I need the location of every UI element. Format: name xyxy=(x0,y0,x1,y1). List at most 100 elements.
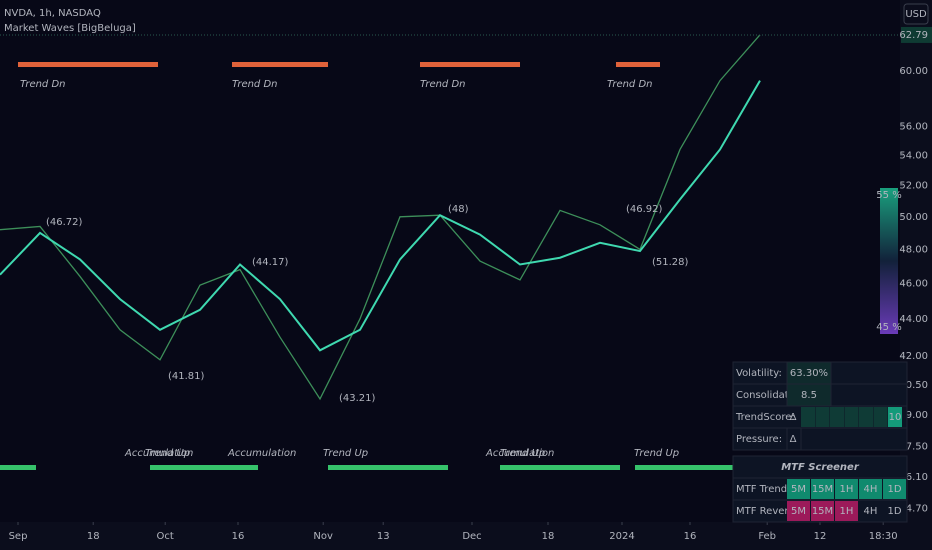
panel: Volatility: 63.30% Consolidation:8.5 TrendS… xyxy=(732,361,908,523)
annotation: (48) xyxy=(448,204,469,215)
panel-value: Δ xyxy=(790,434,797,445)
panel-label: TrendScore: xyxy=(735,412,795,423)
annotation: Trend Dn xyxy=(420,79,466,90)
score-cell xyxy=(844,407,859,427)
screener-cell-label: 1D xyxy=(887,506,901,517)
trend-up-bar xyxy=(500,465,620,470)
screener-cell-label: 5M xyxy=(791,506,806,517)
panel-label: Volatility: xyxy=(736,368,782,379)
screener-cell xyxy=(883,501,906,521)
trend-up-bar xyxy=(150,465,258,470)
trend-dn-bar xyxy=(616,62,660,67)
gauge xyxy=(880,188,898,334)
score-cell xyxy=(873,407,888,427)
trend-dn-bar xyxy=(18,62,158,67)
screener-cell-label: 15M xyxy=(812,506,833,517)
y-tick-label: 52.00 xyxy=(899,180,928,191)
y-tick-label: 56.00 xyxy=(899,121,928,132)
screener-cell-label: 5M xyxy=(791,484,806,495)
screener-label: MTF Reversal: xyxy=(736,506,806,517)
series-line xyxy=(0,80,761,352)
symbol: NVDA, 1h, NASDAQ xyxy=(4,8,101,19)
screener-cell-label: 1H xyxy=(840,484,854,495)
annotation: Accumulation xyxy=(124,448,193,459)
x-tick-label: 18 xyxy=(87,531,100,542)
x-tick-label: 16 xyxy=(232,531,245,542)
panel-value: 8.5 xyxy=(801,390,817,401)
screener-cell xyxy=(883,479,906,499)
y-tick-label: 50.00 xyxy=(899,212,928,223)
y-tick-label: 37.50 xyxy=(899,441,928,452)
y-tick-label: 40.50 xyxy=(899,380,928,391)
annotation: (41.81) xyxy=(168,371,205,382)
screener-cell-label: 1H xyxy=(840,506,854,517)
screener-cell-label: 1D xyxy=(887,484,901,495)
annotation: (43.21) xyxy=(339,393,376,404)
last-price: 62.79 xyxy=(899,30,928,41)
y-tick-label: 34.70 xyxy=(899,503,928,514)
y-tick-label: 46.00 xyxy=(899,278,928,289)
time-axis xyxy=(0,522,900,550)
indicator: Market Waves [BigBeluga] xyxy=(4,23,136,34)
x-tick-label: 18 xyxy=(542,531,555,542)
panel-value: 63.30% xyxy=(790,368,828,379)
screener-cell xyxy=(835,479,858,499)
x-tick-label: Oct xyxy=(157,531,174,542)
gauge-top: 55 % xyxy=(876,190,901,201)
screener-label: MTF Trend: xyxy=(736,484,790,495)
score-cell xyxy=(859,407,873,427)
currency-box[interactable] xyxy=(903,3,929,25)
y-tick-label: 36.10 xyxy=(899,472,928,483)
trend-dn-bar xyxy=(420,62,520,67)
screener-cell xyxy=(859,479,882,499)
gauge-bottom: 45 % xyxy=(876,322,901,333)
panel-value: 10 xyxy=(889,412,902,423)
score-cell xyxy=(801,407,815,427)
x-tick-label: 2024 xyxy=(609,531,634,542)
annotation: Trend Dn xyxy=(20,79,66,90)
last-price-box xyxy=(901,26,932,43)
x-tick-label: Feb xyxy=(758,531,776,542)
x-tick-label: Nov xyxy=(313,531,333,542)
annotation: (51.28) xyxy=(652,257,689,268)
y-tick-label: 48.00 xyxy=(899,244,928,255)
annotation: (44.17) xyxy=(252,257,289,268)
y-tick-label: 39.00 xyxy=(899,410,928,421)
annotation: Trend Up xyxy=(145,448,190,459)
panel-value: Δ xyxy=(790,412,797,423)
panel-cell xyxy=(786,427,802,451)
screener-cell xyxy=(811,501,834,521)
y-tick-label: 54.00 xyxy=(899,150,928,161)
screener-cell-label: 4H xyxy=(864,506,878,517)
x-tick-label: 12 xyxy=(814,531,827,542)
screener-cell xyxy=(835,501,858,521)
screener-cell-label: 4H xyxy=(864,484,878,495)
annotation: (46.92) xyxy=(626,204,663,215)
screener-cell xyxy=(859,501,882,521)
annotation: Trend Dn xyxy=(607,79,653,90)
screener-cell xyxy=(811,479,834,499)
trend-up-bar xyxy=(635,465,735,470)
trend-up-bar xyxy=(328,465,448,470)
x-tick-label: 18:30 xyxy=(869,531,898,542)
screener-cell xyxy=(787,479,810,499)
trend-dn-bar xyxy=(232,62,328,67)
x-tick-label: 16 xyxy=(684,531,697,542)
screener-cell-label: 15M xyxy=(812,484,833,495)
annotation: Accumulation xyxy=(485,448,554,459)
score-cell xyxy=(815,407,830,427)
score-cell xyxy=(830,407,844,427)
currency: USD xyxy=(905,9,927,20)
score-cell xyxy=(888,407,902,427)
annotation: Accumulation xyxy=(227,448,296,459)
panel-row xyxy=(732,427,908,451)
annotation: Trend Up xyxy=(323,448,368,459)
screener-title: MTF Screener xyxy=(781,462,860,473)
screener-cell xyxy=(787,501,810,521)
y-tick-label: 60.00 xyxy=(899,66,928,77)
trend-bars xyxy=(0,62,735,470)
y-tick-label: 44.00 xyxy=(899,314,928,325)
annotation: Trend Up xyxy=(500,448,545,459)
panel-label: Pressure: xyxy=(736,434,782,445)
